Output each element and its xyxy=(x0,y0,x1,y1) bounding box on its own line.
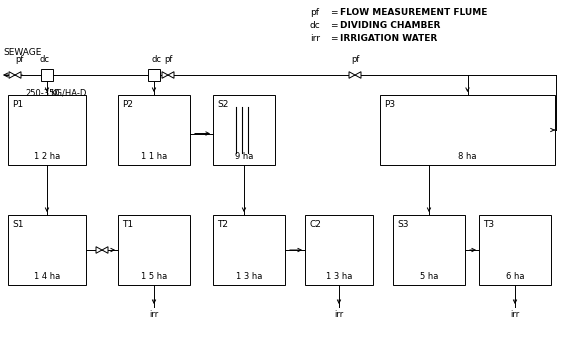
Text: pf: pf xyxy=(15,55,23,64)
Text: dc: dc xyxy=(310,21,321,30)
Bar xyxy=(213,215,285,285)
Bar xyxy=(393,215,465,285)
Text: 1 2 ha: 1 2 ha xyxy=(34,152,60,161)
Polygon shape xyxy=(349,72,355,78)
Polygon shape xyxy=(15,72,21,78)
Bar xyxy=(305,215,373,285)
Text: S3: S3 xyxy=(397,220,409,229)
Bar xyxy=(380,95,555,165)
Text: T3: T3 xyxy=(483,220,494,229)
Text: 5 ha: 5 ha xyxy=(420,272,438,281)
Text: 6 ha: 6 ha xyxy=(506,272,524,281)
Text: pf: pf xyxy=(164,55,172,64)
Bar xyxy=(8,215,86,285)
Polygon shape xyxy=(355,72,361,78)
Text: S1: S1 xyxy=(12,220,23,229)
Text: SEWAGE: SEWAGE xyxy=(3,48,41,57)
Bar xyxy=(118,215,190,285)
Text: =: = xyxy=(330,34,338,43)
Text: 1 3 ha: 1 3 ha xyxy=(326,272,352,281)
Text: P1: P1 xyxy=(12,100,23,109)
Text: =: = xyxy=(330,21,338,30)
Text: 9 ha: 9 ha xyxy=(235,152,253,161)
Text: S2: S2 xyxy=(217,100,228,109)
Text: C2: C2 xyxy=(309,220,321,229)
Text: dc: dc xyxy=(40,55,50,64)
Text: IRRIGATION WATER: IRRIGATION WATER xyxy=(340,34,437,43)
Text: irr: irr xyxy=(510,310,519,319)
Text: =: = xyxy=(330,8,338,17)
Text: T2: T2 xyxy=(217,220,228,229)
Bar xyxy=(148,69,160,81)
Polygon shape xyxy=(96,247,102,253)
Text: irr: irr xyxy=(335,310,343,319)
Text: P2: P2 xyxy=(122,100,133,109)
Text: 8 ha: 8 ha xyxy=(458,152,477,161)
Text: 250-350: 250-350 xyxy=(25,89,60,98)
Bar xyxy=(118,95,190,165)
Text: 1 5 ha: 1 5 ha xyxy=(141,272,167,281)
Text: pf: pf xyxy=(351,55,359,64)
Bar xyxy=(8,95,86,165)
Bar xyxy=(479,215,551,285)
Text: irr: irr xyxy=(310,34,320,43)
Bar xyxy=(41,69,53,81)
Text: T1: T1 xyxy=(122,220,133,229)
Bar xyxy=(213,95,275,165)
Text: 1 3 ha: 1 3 ha xyxy=(236,272,262,281)
Polygon shape xyxy=(9,72,15,78)
Text: 1 4 ha: 1 4 ha xyxy=(34,272,60,281)
Text: 1 1 ha: 1 1 ha xyxy=(141,152,167,161)
Text: FLOW MEASUREMENT FLUME: FLOW MEASUREMENT FLUME xyxy=(340,8,487,17)
Polygon shape xyxy=(102,247,108,253)
Polygon shape xyxy=(162,72,168,78)
Text: irr: irr xyxy=(149,310,158,319)
Text: dc: dc xyxy=(151,55,161,64)
Text: P3: P3 xyxy=(384,100,395,109)
Polygon shape xyxy=(168,72,174,78)
Text: KG/HA-D: KG/HA-D xyxy=(50,89,86,98)
Text: DIVIDING CHAMBER: DIVIDING CHAMBER xyxy=(340,21,440,30)
Text: pf: pf xyxy=(310,8,319,17)
